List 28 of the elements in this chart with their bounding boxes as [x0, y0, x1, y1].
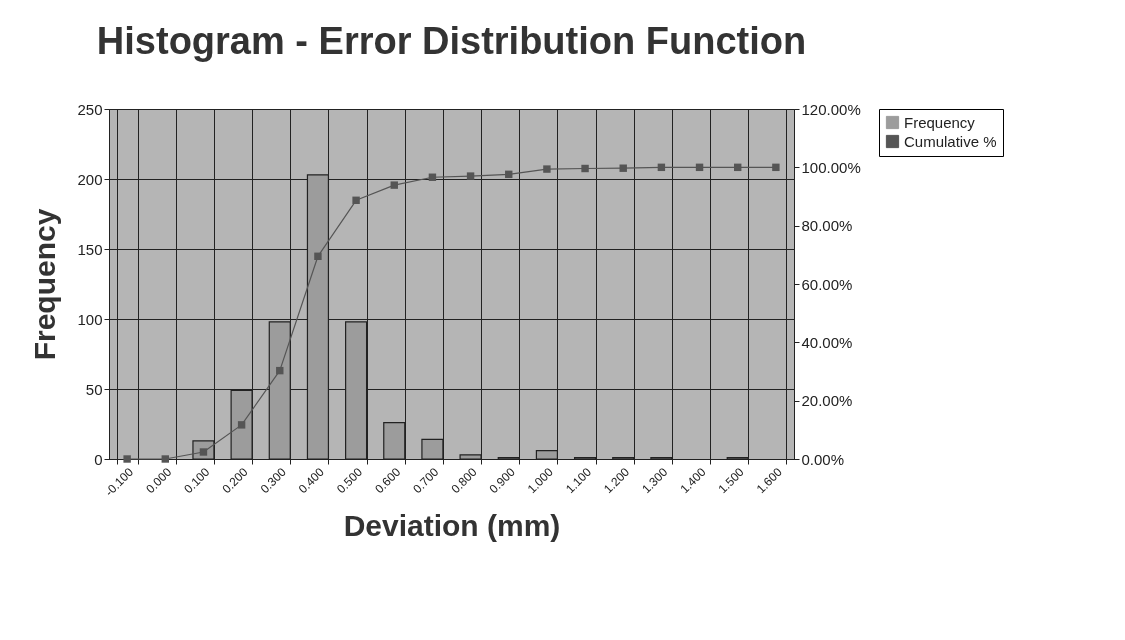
- y2-tick-label: 0.00%: [801, 450, 845, 468]
- y2-tick-label: 20.00%: [801, 392, 853, 410]
- legend-label: Cumulative %: [904, 132, 997, 150]
- y2-tick-label: 100.00%: [801, 158, 861, 176]
- point: [314, 252, 322, 260]
- y-tick-label: 100: [77, 310, 103, 328]
- y2-tick-label: 80.00%: [801, 217, 853, 235]
- point: [123, 455, 131, 463]
- y-tick-label: 0: [94, 450, 103, 468]
- y2-tick-label: 120.00%: [801, 100, 861, 118]
- y-axis-title: Frequency: [28, 208, 62, 361]
- y2-tick-label: 60.00%: [801, 275, 853, 293]
- legend-label: Frequency: [904, 113, 976, 131]
- y-tick-label: 200: [77, 170, 103, 188]
- chart-title: Histogram - Error Distribution Function: [96, 20, 807, 62]
- point: [466, 172, 475, 180]
- point: [390, 181, 398, 189]
- y-tick-label: 150: [77, 240, 103, 258]
- point: [161, 455, 169, 463]
- point: [543, 165, 551, 173]
- x-axis-title: Deviation (mm): [343, 509, 561, 543]
- y2-tick-label: 40.00%: [801, 333, 853, 351]
- y-tick-label: 250: [77, 100, 103, 118]
- point: [772, 163, 780, 172]
- point: [237, 421, 246, 429]
- point: [352, 196, 360, 204]
- point: [581, 164, 589, 173]
- y-tick-label: 50: [85, 380, 103, 398]
